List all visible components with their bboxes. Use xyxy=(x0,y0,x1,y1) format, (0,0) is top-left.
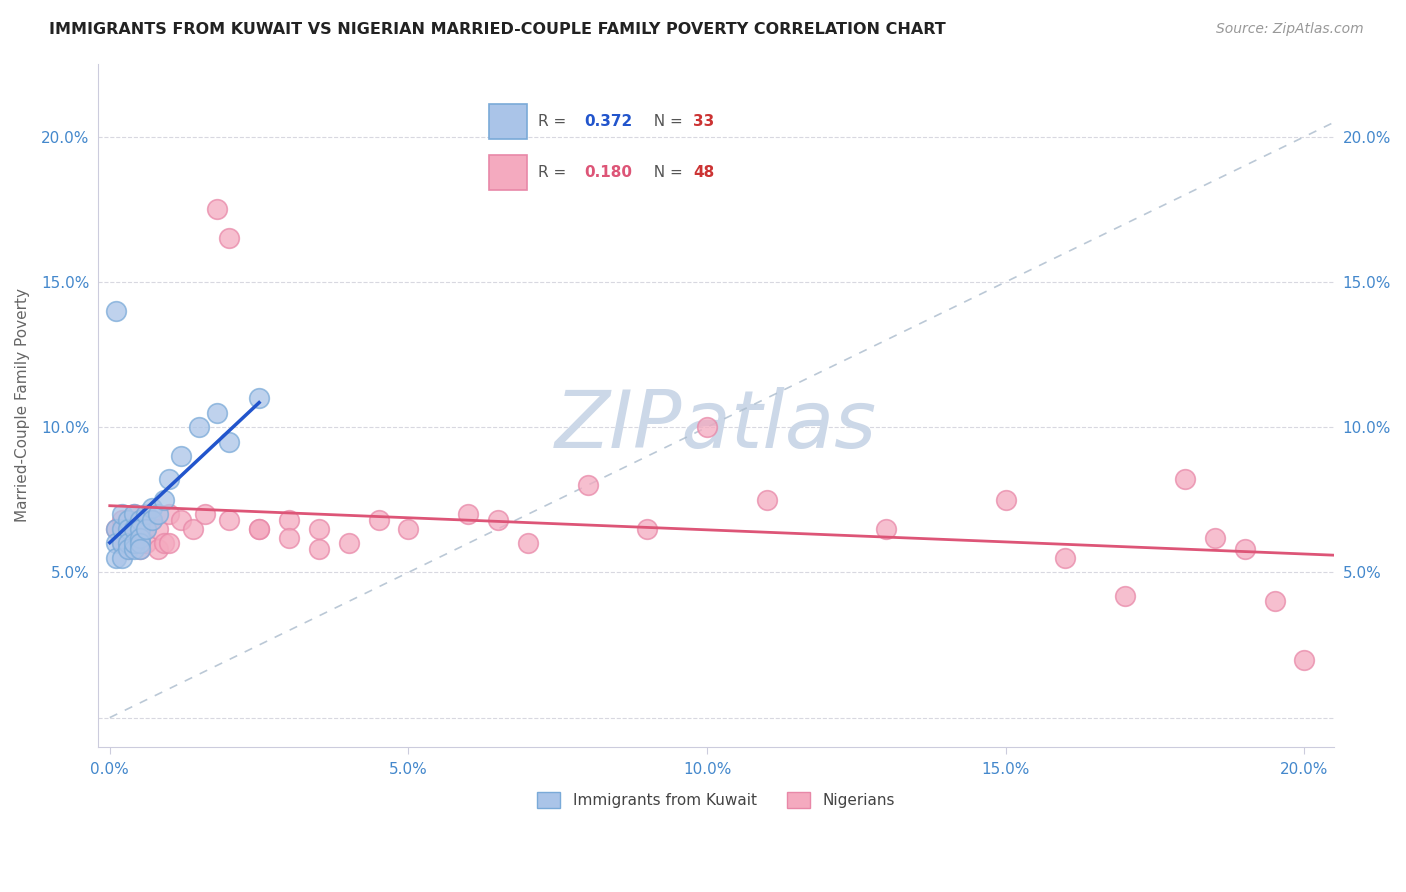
Point xyxy=(117,536,139,550)
Text: IMMIGRANTS FROM KUWAIT VS NIGERIAN MARRIED-COUPLE FAMILY POVERTY CORRELATION CHA: IMMIGRANTS FROM KUWAIT VS NIGERIAN MARRI… xyxy=(49,22,946,37)
Point xyxy=(128,513,150,527)
Point xyxy=(104,522,127,536)
Point xyxy=(111,513,134,527)
Point xyxy=(170,449,193,463)
Point xyxy=(1264,594,1286,608)
Point xyxy=(1233,542,1256,557)
Point xyxy=(122,508,145,522)
Point xyxy=(128,531,150,545)
Point xyxy=(278,531,301,545)
Point xyxy=(1204,531,1226,545)
Point xyxy=(516,536,538,550)
Text: Source: ZipAtlas.com: Source: ZipAtlas.com xyxy=(1216,22,1364,37)
Point xyxy=(218,513,240,527)
Point xyxy=(135,522,157,536)
Point xyxy=(122,536,145,550)
Point xyxy=(308,522,330,536)
Point xyxy=(159,472,181,486)
Point xyxy=(170,513,193,527)
Point xyxy=(457,508,479,522)
Point xyxy=(111,536,134,550)
Point xyxy=(135,536,157,550)
Legend: Immigrants from Kuwait, Nigerians: Immigrants from Kuwait, Nigerians xyxy=(531,786,901,814)
Point xyxy=(152,492,174,507)
Point xyxy=(247,522,270,536)
Point xyxy=(135,508,157,522)
Point xyxy=(141,513,163,527)
Point xyxy=(278,513,301,527)
Point xyxy=(117,542,139,557)
Point xyxy=(1054,550,1077,565)
Y-axis label: Married-Couple Family Poverty: Married-Couple Family Poverty xyxy=(15,288,30,523)
Point xyxy=(122,522,145,536)
Point xyxy=(1174,472,1197,486)
Point xyxy=(122,542,145,557)
Point xyxy=(576,478,599,492)
Point xyxy=(218,434,240,449)
Point xyxy=(367,513,389,527)
Point xyxy=(152,536,174,550)
Point xyxy=(141,513,163,527)
Point xyxy=(247,522,270,536)
Point xyxy=(111,550,134,565)
Point xyxy=(188,420,211,434)
Point xyxy=(1114,589,1136,603)
Point xyxy=(128,513,150,527)
Point xyxy=(994,492,1017,507)
Text: ZIPatlas: ZIPatlas xyxy=(555,387,877,465)
Point xyxy=(875,522,897,536)
Point xyxy=(104,536,127,550)
Point xyxy=(104,522,127,536)
Point xyxy=(207,202,229,217)
Point xyxy=(1294,652,1316,666)
Point xyxy=(111,508,134,522)
Point xyxy=(486,513,509,527)
Point xyxy=(111,522,134,536)
Point xyxy=(337,536,360,550)
Point xyxy=(396,522,419,536)
Point xyxy=(117,542,139,557)
Point xyxy=(194,508,217,522)
Point xyxy=(218,231,240,245)
Point xyxy=(128,522,150,536)
Point xyxy=(308,542,330,557)
Point xyxy=(207,406,229,420)
Point xyxy=(104,304,127,318)
Point xyxy=(104,550,127,565)
Point xyxy=(696,420,718,434)
Point xyxy=(159,508,181,522)
Point xyxy=(247,391,270,405)
Point xyxy=(122,508,145,522)
Point xyxy=(135,522,157,536)
Point xyxy=(141,501,163,516)
Point xyxy=(146,522,169,536)
Point xyxy=(117,513,139,527)
Point xyxy=(755,492,778,507)
Point xyxy=(128,536,150,550)
Point xyxy=(146,508,169,522)
Point xyxy=(117,522,139,536)
Point xyxy=(117,522,139,536)
Point xyxy=(159,536,181,550)
Point xyxy=(111,536,134,550)
Point xyxy=(183,522,205,536)
Point xyxy=(636,522,658,536)
Point xyxy=(128,542,150,557)
Point xyxy=(128,542,150,557)
Point xyxy=(146,542,169,557)
Point xyxy=(122,536,145,550)
